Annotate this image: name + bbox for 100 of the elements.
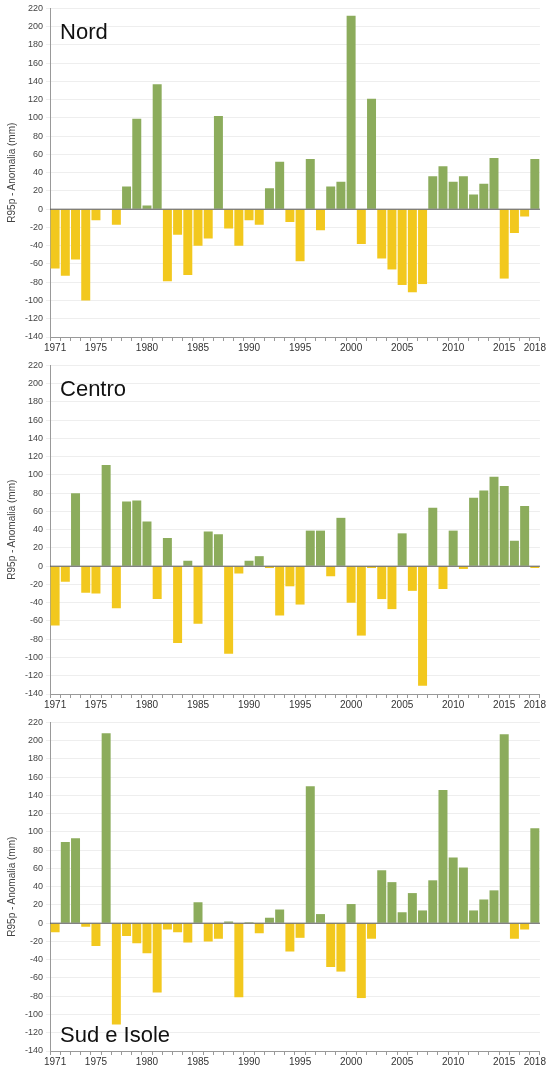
y-tick-label: -140: [25, 1045, 44, 1056]
x-tick-label: 1980: [135, 698, 159, 710]
x-tick-label: 1980: [135, 341, 159, 353]
bar: [336, 517, 346, 566]
x-tick-label: 2015: [493, 698, 516, 710]
y-tick-label: 20: [33, 542, 44, 553]
bar: [152, 566, 162, 600]
bar: [458, 566, 468, 569]
y-tick-label: -40: [30, 240, 44, 251]
x-tick-label: 2018: [523, 1055, 547, 1067]
bar: [295, 923, 305, 938]
bar: [346, 904, 356, 923]
bar: [530, 159, 540, 209]
y-tick-label: -20: [30, 221, 44, 232]
y-tick-label: 120: [27, 94, 44, 105]
text: Nord: [60, 19, 108, 45]
x-tick-label: 1975: [84, 698, 108, 710]
x-tick-label: 2000: [339, 341, 363, 353]
y-tick-label: 160: [27, 771, 44, 782]
text: Sud e Isole: [60, 1022, 171, 1048]
bar: [50, 923, 60, 933]
y-tick-label: 200: [27, 21, 44, 32]
bar: [101, 733, 111, 923]
x-tick-label: 1995: [288, 698, 312, 710]
bar: [111, 566, 121, 609]
x-tick-label: 2018: [523, 341, 547, 353]
y-tick-label: -120: [25, 313, 44, 324]
x-tick-label: 2018: [523, 698, 547, 710]
y-tick-label: 200: [27, 378, 44, 389]
y-tick-label: 120: [27, 808, 44, 819]
y-tick-label: -140: [25, 331, 44, 342]
y-tick-label: 60: [33, 148, 44, 159]
x-tick-label: 1985: [186, 698, 210, 710]
bar: [346, 15, 356, 209]
bar: [305, 159, 315, 209]
y-tick-label: -40: [30, 597, 44, 608]
y-tick-label: 140: [27, 432, 44, 443]
y-tick-label: 180: [27, 396, 44, 407]
y-tick-label: 100: [27, 112, 44, 123]
y-axis-title: R95p - Anomalia (mm): [5, 122, 17, 223]
text: Centro: [60, 376, 127, 402]
x-tick-label: 2005: [391, 341, 414, 353]
y-tick-label: 20: [33, 899, 44, 910]
y-tick-label: 80: [33, 844, 44, 855]
y-tick-label: 160: [27, 57, 44, 68]
bar: [183, 560, 193, 566]
x-tick-label: 1990: [237, 341, 261, 353]
x-tick-label: 1971: [43, 1055, 67, 1067]
bar: [162, 537, 172, 566]
y-tick-label: -120: [25, 670, 44, 681]
y-tick-label: 140: [27, 789, 44, 800]
bar: [254, 923, 264, 934]
x-tick-label: 2010: [442, 1055, 465, 1067]
y-tick-label: -60: [30, 972, 44, 983]
y-tick-label: 0: [38, 560, 44, 571]
y-tick-label: -120: [25, 1027, 44, 1038]
bar: [367, 98, 377, 209]
bar: [499, 734, 509, 923]
y-tick-label: 220: [27, 359, 44, 370]
y-tick-label: 200: [27, 735, 44, 746]
bar: [438, 566, 448, 590]
x-tick-label: 1990: [237, 1055, 261, 1067]
y-tick-label: 60: [33, 505, 44, 516]
bar: [448, 530, 458, 566]
x-tick-label: 2010: [442, 341, 465, 353]
bar: [193, 566, 203, 624]
bar: [295, 566, 305, 605]
y-tick-label: -20: [30, 935, 44, 946]
y-tick-label: -80: [30, 990, 44, 1001]
y-tick-label: -60: [30, 258, 44, 269]
y-tick-label: 100: [27, 469, 44, 480]
y-tick-label: 40: [33, 881, 44, 892]
bar: [173, 566, 183, 643]
y-tick-label: -100: [25, 1008, 44, 1019]
x-tick-label: 1995: [288, 341, 312, 353]
bar: [295, 209, 305, 262]
x-tick-label: 2000: [339, 1055, 363, 1067]
x-tick-label: 2005: [391, 698, 414, 710]
y-tick-label: 80: [33, 487, 44, 498]
y-tick-label: -20: [30, 578, 44, 589]
y-tick-label: 40: [33, 524, 44, 535]
x-tick-label: 2005: [391, 1055, 414, 1067]
bar: [489, 890, 499, 923]
x-tick-label: 1995: [288, 1055, 312, 1067]
y-tick-label: -60: [30, 615, 44, 626]
y-tick-label: -100: [25, 651, 44, 662]
y-tick-label: 180: [27, 39, 44, 50]
y-tick-label: -140: [25, 688, 44, 699]
bar: [326, 566, 336, 577]
y-tick-label: 0: [38, 917, 44, 928]
x-tick-label: 2015: [493, 341, 516, 353]
y-tick-label: 120: [27, 451, 44, 462]
bar: [397, 533, 407, 566]
x-tick-label: 1980: [135, 1055, 159, 1067]
y-tick-label: 220: [27, 2, 44, 13]
y-tick-label: -40: [30, 954, 44, 965]
y-tick-label: 60: [33, 862, 44, 873]
x-tick-label: 2010: [442, 698, 465, 710]
x-tick-label: 2000: [339, 698, 363, 710]
x-tick-label: 1975: [84, 341, 108, 353]
